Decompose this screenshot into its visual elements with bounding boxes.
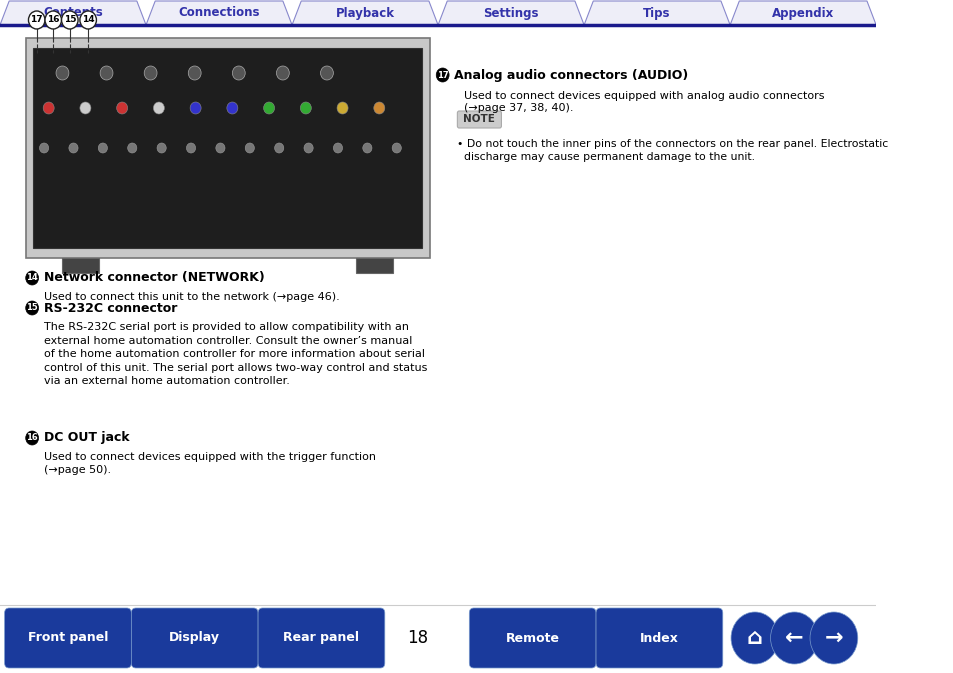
FancyBboxPatch shape (469, 608, 596, 668)
Circle shape (45, 11, 61, 29)
FancyBboxPatch shape (33, 48, 422, 248)
Circle shape (186, 143, 195, 153)
Circle shape (276, 66, 289, 80)
Polygon shape (0, 1, 146, 25)
Circle shape (227, 102, 237, 114)
Circle shape (157, 143, 166, 153)
Text: 17: 17 (436, 71, 448, 79)
Text: 14: 14 (82, 15, 94, 24)
Circle shape (770, 612, 818, 664)
Circle shape (43, 102, 54, 114)
FancyBboxPatch shape (596, 608, 722, 668)
FancyBboxPatch shape (258, 608, 384, 668)
Circle shape (116, 102, 128, 114)
Text: Display: Display (169, 631, 220, 645)
Text: Front panel: Front panel (28, 631, 108, 645)
Text: →: → (823, 628, 842, 648)
Polygon shape (292, 1, 437, 25)
Text: Tips: Tips (642, 7, 670, 20)
Circle shape (144, 66, 157, 80)
FancyBboxPatch shape (132, 608, 258, 668)
Polygon shape (729, 1, 875, 25)
Text: DC OUT jack: DC OUT jack (44, 431, 130, 444)
Text: 16: 16 (47, 15, 59, 24)
Circle shape (26, 301, 38, 315)
Circle shape (263, 102, 274, 114)
Circle shape (245, 143, 254, 153)
Circle shape (320, 66, 333, 80)
FancyBboxPatch shape (356, 258, 393, 273)
Text: Rear panel: Rear panel (283, 631, 359, 645)
Text: Appendix: Appendix (771, 7, 833, 20)
Text: RS-232C connector: RS-232C connector (44, 302, 177, 314)
Circle shape (80, 11, 96, 29)
Circle shape (300, 102, 311, 114)
Circle shape (333, 143, 342, 153)
Text: 15: 15 (64, 15, 76, 24)
Circle shape (153, 102, 164, 114)
FancyBboxPatch shape (26, 38, 430, 258)
Circle shape (80, 102, 91, 114)
Circle shape (809, 612, 857, 664)
Text: Contents: Contents (43, 7, 103, 20)
Circle shape (190, 102, 201, 114)
Text: Playback: Playback (335, 7, 395, 20)
Circle shape (362, 143, 372, 153)
Circle shape (128, 143, 136, 153)
Text: Network connector (NETWORK): Network connector (NETWORK) (44, 271, 265, 285)
FancyBboxPatch shape (62, 258, 99, 273)
Text: 16: 16 (27, 433, 38, 443)
Circle shape (61, 11, 78, 29)
Circle shape (98, 143, 108, 153)
Text: (→page 37, 38, 40).: (→page 37, 38, 40). (463, 103, 573, 113)
Text: Index: Index (639, 631, 679, 645)
Circle shape (336, 102, 348, 114)
Text: 15: 15 (27, 304, 38, 312)
FancyBboxPatch shape (5, 608, 132, 668)
Text: Remote: Remote (505, 631, 559, 645)
Text: ←: ← (784, 628, 802, 648)
Circle shape (69, 143, 78, 153)
Polygon shape (583, 1, 729, 25)
Text: Analog audio connectors (AUDIO): Analog audio connectors (AUDIO) (454, 69, 687, 81)
FancyBboxPatch shape (456, 111, 501, 128)
Polygon shape (437, 1, 583, 25)
Polygon shape (146, 1, 292, 25)
Circle shape (304, 143, 313, 153)
Circle shape (188, 66, 201, 80)
Circle shape (730, 612, 778, 664)
Text: NOTE: NOTE (463, 114, 495, 124)
Circle shape (100, 66, 112, 80)
Text: 14: 14 (27, 273, 38, 283)
Text: 17: 17 (30, 15, 43, 24)
Circle shape (26, 271, 38, 285)
Circle shape (436, 68, 449, 82)
Circle shape (56, 66, 69, 80)
Circle shape (374, 102, 384, 114)
Text: Used to connect devices equipped with analog audio connectors: Used to connect devices equipped with an… (463, 91, 823, 101)
Text: Connections: Connections (178, 7, 259, 20)
Circle shape (29, 11, 45, 29)
Text: 18: 18 (407, 629, 428, 647)
Text: ⌂: ⌂ (746, 628, 762, 648)
Circle shape (274, 143, 283, 153)
Text: discharge may cause permanent damage to the unit.: discharge may cause permanent damage to … (456, 152, 755, 162)
Text: The RS-232C serial port is provided to allow compatibility with an
external home: The RS-232C serial port is provided to a… (44, 322, 427, 386)
Text: Settings: Settings (483, 7, 538, 20)
Circle shape (392, 143, 401, 153)
Text: (→page 50).: (→page 50). (44, 465, 112, 475)
Circle shape (215, 143, 225, 153)
Circle shape (233, 66, 245, 80)
Circle shape (26, 431, 38, 445)
Circle shape (39, 143, 49, 153)
Text: • Do not touch the inner pins of the connectors on the rear panel. Electrostatic: • Do not touch the inner pins of the con… (456, 139, 887, 149)
Text: Used to connect this unit to the network (→page 46).: Used to connect this unit to the network… (44, 292, 339, 302)
Text: Used to connect devices equipped with the trigger function: Used to connect devices equipped with th… (44, 452, 375, 462)
